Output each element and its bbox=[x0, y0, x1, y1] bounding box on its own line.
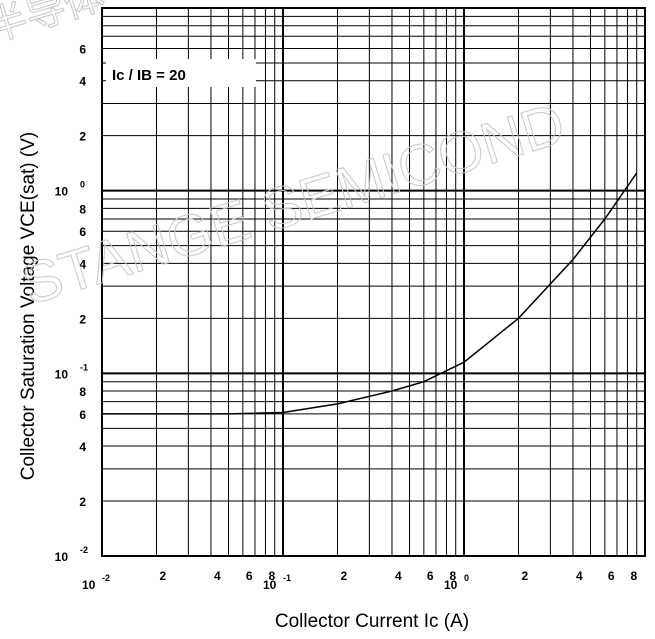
y-tick-label: 10 0 bbox=[55, 180, 85, 199]
x-tick-label-text: 10 bbox=[82, 578, 96, 592]
x-tick-label: 4 bbox=[395, 569, 402, 583]
x-tick-label-exponent: -2 bbox=[102, 573, 110, 583]
annotation-background bbox=[106, 59, 256, 87]
x-tick-label: 4 bbox=[576, 569, 583, 583]
x-tick-label-text: 10 bbox=[263, 578, 277, 592]
x-tick-label-text: 10 bbox=[444, 578, 458, 592]
x-tick-label-text: 8 bbox=[449, 569, 456, 583]
y-tick-labels: 10 -2 2 4 6 8 10 -1 2 4 6 8 10 0 2 4 6 bbox=[55, 43, 88, 564]
y-tick-label-text: 2 bbox=[79, 312, 86, 326]
y-tick-label: 8 bbox=[79, 202, 86, 216]
x-tick-label-text: 2 bbox=[340, 569, 347, 583]
y-tick-label: 6 bbox=[79, 43, 86, 57]
x-tick-label: 10 -1 bbox=[263, 573, 291, 592]
y-tick-label-text: 6 bbox=[79, 43, 86, 57]
x-tick-label: 6 bbox=[246, 569, 253, 583]
y-tick-label-exponent: -1 bbox=[80, 362, 88, 372]
x-tick-label-text: 4 bbox=[214, 569, 221, 583]
x-tick-label: 10 0 bbox=[444, 573, 469, 592]
x-tick-label-text: 8 bbox=[630, 569, 637, 583]
y-tick-label: 2 bbox=[79, 312, 86, 326]
y-tick-label: 4 bbox=[79, 257, 86, 271]
x-tick-labels: 10 -2 2 4 6 810 -1 2 4 6 810 0 2 4 6 8 bbox=[82, 569, 637, 592]
x-tick-label: 2 bbox=[340, 569, 347, 583]
y-tick-label-text: 2 bbox=[79, 130, 86, 144]
y-tick-label-text: 4 bbox=[79, 257, 86, 271]
y-tick-label: 4 bbox=[79, 75, 86, 89]
annotation-ic-ib-ratio: Ic / IB = 20 bbox=[112, 67, 186, 84]
series-layer bbox=[102, 172, 638, 415]
annotation-box: Ic / IB = 20 bbox=[106, 59, 256, 87]
x-tick-label-exponent: -1 bbox=[283, 573, 291, 583]
x-tick-label-text: 2 bbox=[521, 569, 528, 583]
series-line-0 bbox=[102, 172, 638, 415]
y-tick-label: 8 bbox=[79, 385, 86, 399]
y-tick-label: 10 -1 bbox=[55, 362, 88, 381]
x-tick-label-exponent: 0 bbox=[464, 573, 469, 583]
y-tick-label-text: 2 bbox=[79, 495, 86, 509]
y-tick-label-text: 6 bbox=[79, 408, 86, 422]
y-tick-label-text: 10 bbox=[55, 550, 69, 564]
x-tick-label-text: 6 bbox=[246, 569, 253, 583]
x-tick-label: 4 bbox=[214, 569, 221, 583]
y-tick-label-text: 4 bbox=[79, 75, 86, 89]
x-axis-title: Collector Current Ic (A) bbox=[275, 611, 469, 632]
y-tick-label-text: 8 bbox=[79, 202, 86, 216]
x-tick-label-text: 4 bbox=[576, 569, 583, 583]
y-tick-label: 10 -2 bbox=[55, 545, 88, 564]
y-tick-label-text: 8 bbox=[79, 385, 86, 399]
x-tick-label: 2 bbox=[521, 569, 528, 583]
x-tick-label-text: 8 bbox=[268, 569, 275, 583]
y-tick-label: 4 bbox=[79, 440, 86, 454]
x-tick-label-text: 6 bbox=[427, 569, 434, 583]
y-tick-label-text: 10 bbox=[55, 185, 69, 199]
plot-frame bbox=[101, 7, 646, 557]
y-tick-label-exponent: -2 bbox=[80, 545, 88, 555]
x-tick-label: 6 bbox=[608, 569, 615, 583]
y-tick-label-text: 10 bbox=[55, 367, 69, 381]
y-tick-label: 2 bbox=[79, 130, 86, 144]
y-tick-label: 6 bbox=[79, 408, 86, 422]
y-tick-label: 2 bbox=[79, 495, 86, 509]
x-tick-label-text: 6 bbox=[608, 569, 615, 583]
y-tick-label-exponent: 0 bbox=[80, 180, 85, 190]
x-tick-label-text: 4 bbox=[395, 569, 402, 583]
x-tick-label: 8 bbox=[268, 569, 275, 583]
x-tick-label: 8 bbox=[449, 569, 456, 583]
plot-grid bbox=[101, 7, 646, 557]
x-tick-label: 6 bbox=[427, 569, 434, 583]
x-tick-label: 8 bbox=[630, 569, 637, 583]
y-tick-label: 6 bbox=[79, 225, 86, 239]
x-tick-label: 2 bbox=[159, 569, 166, 583]
x-tick-label-text: 2 bbox=[159, 569, 166, 583]
y-tick-label-text: 6 bbox=[79, 225, 86, 239]
y-tick-label-text: 4 bbox=[79, 440, 86, 454]
x-tick-label: 10 -2 bbox=[82, 573, 110, 592]
y-axis-title: Collector Saturation Voltage VCE(sat) (V… bbox=[18, 132, 39, 481]
